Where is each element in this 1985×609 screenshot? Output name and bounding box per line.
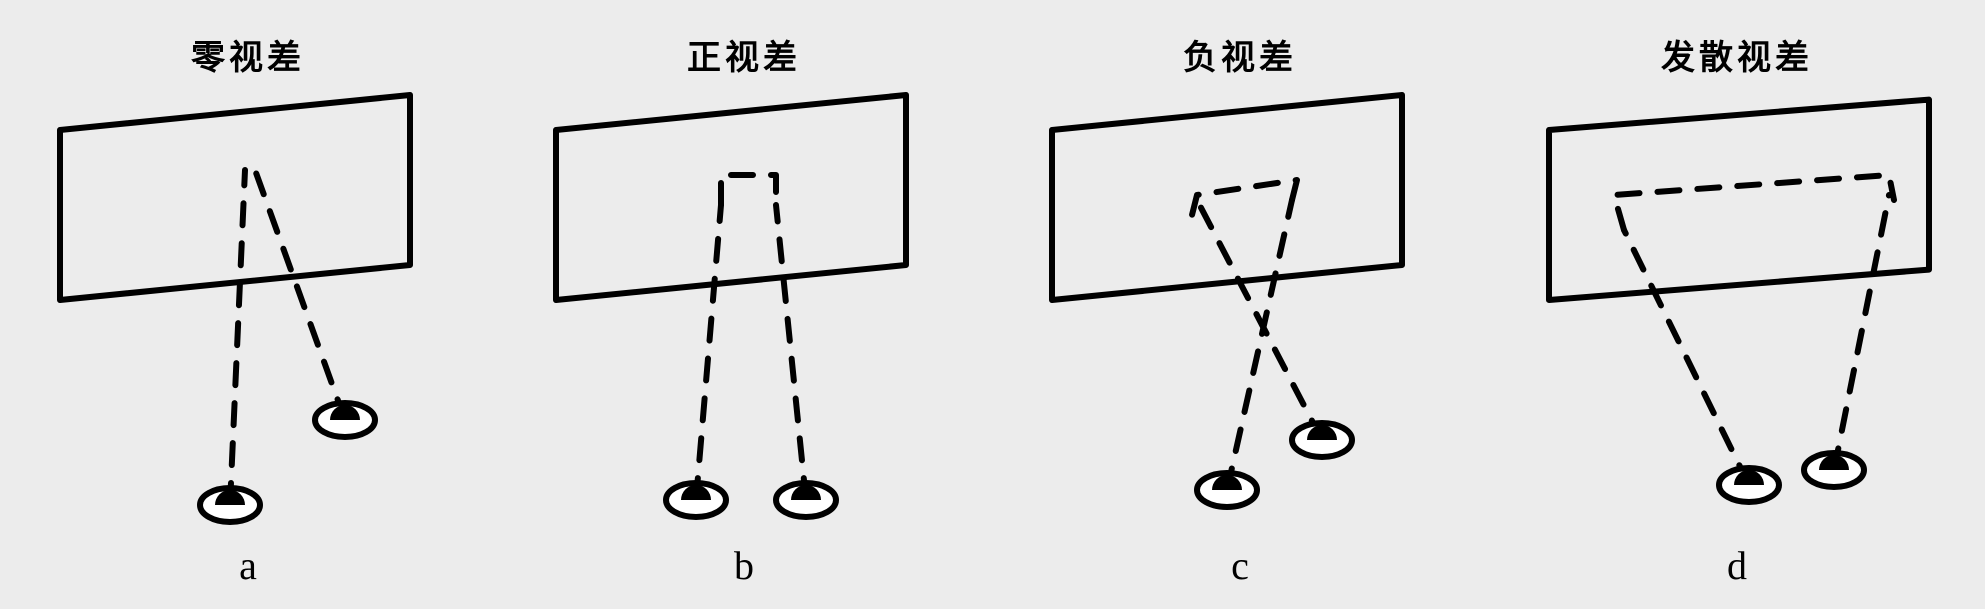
sight-line (255, 170, 345, 420)
sight-line (1227, 200, 1292, 490)
diagram-canvas: 零视差a正视差b负视差c发散视差d (0, 0, 1985, 609)
sight-line (696, 205, 721, 500)
panel-label: d (1489, 542, 1985, 589)
eye-icon (1719, 468, 1779, 502)
projection-screen (556, 95, 906, 300)
eye-icon (315, 403, 375, 437)
panel-label: a (0, 542, 496, 589)
eye-icon (776, 483, 836, 517)
eye-icon (1292, 423, 1352, 457)
panel-svg (992, 0, 1488, 609)
sight-line (1624, 230, 1749, 485)
sight-line (230, 170, 245, 505)
parallax-panel-b: 正视差b (496, 0, 992, 609)
eye-icon (200, 488, 260, 522)
projection-screen (60, 95, 410, 300)
panel-svg (0, 0, 496, 609)
sight-line (776, 205, 806, 500)
screen-marker (1614, 175, 1894, 230)
projection-screen (1052, 95, 1402, 300)
panel-svg (1489, 0, 1985, 609)
screen-marker (721, 175, 776, 205)
panel-label: c (992, 542, 1488, 589)
panel-label: b (496, 542, 992, 589)
screen-marker (1192, 180, 1297, 215)
eye-icon (1197, 473, 1257, 507)
sight-line (1197, 200, 1322, 440)
eye-icon (1804, 453, 1864, 487)
sight-line (1834, 195, 1889, 470)
parallax-panel-c: 负视差c (992, 0, 1488, 609)
eye-icon (666, 483, 726, 517)
panel-svg (496, 0, 992, 609)
parallax-panel-d: 发散视差d (1489, 0, 1985, 609)
parallax-panel-a: 零视差a (0, 0, 496, 609)
